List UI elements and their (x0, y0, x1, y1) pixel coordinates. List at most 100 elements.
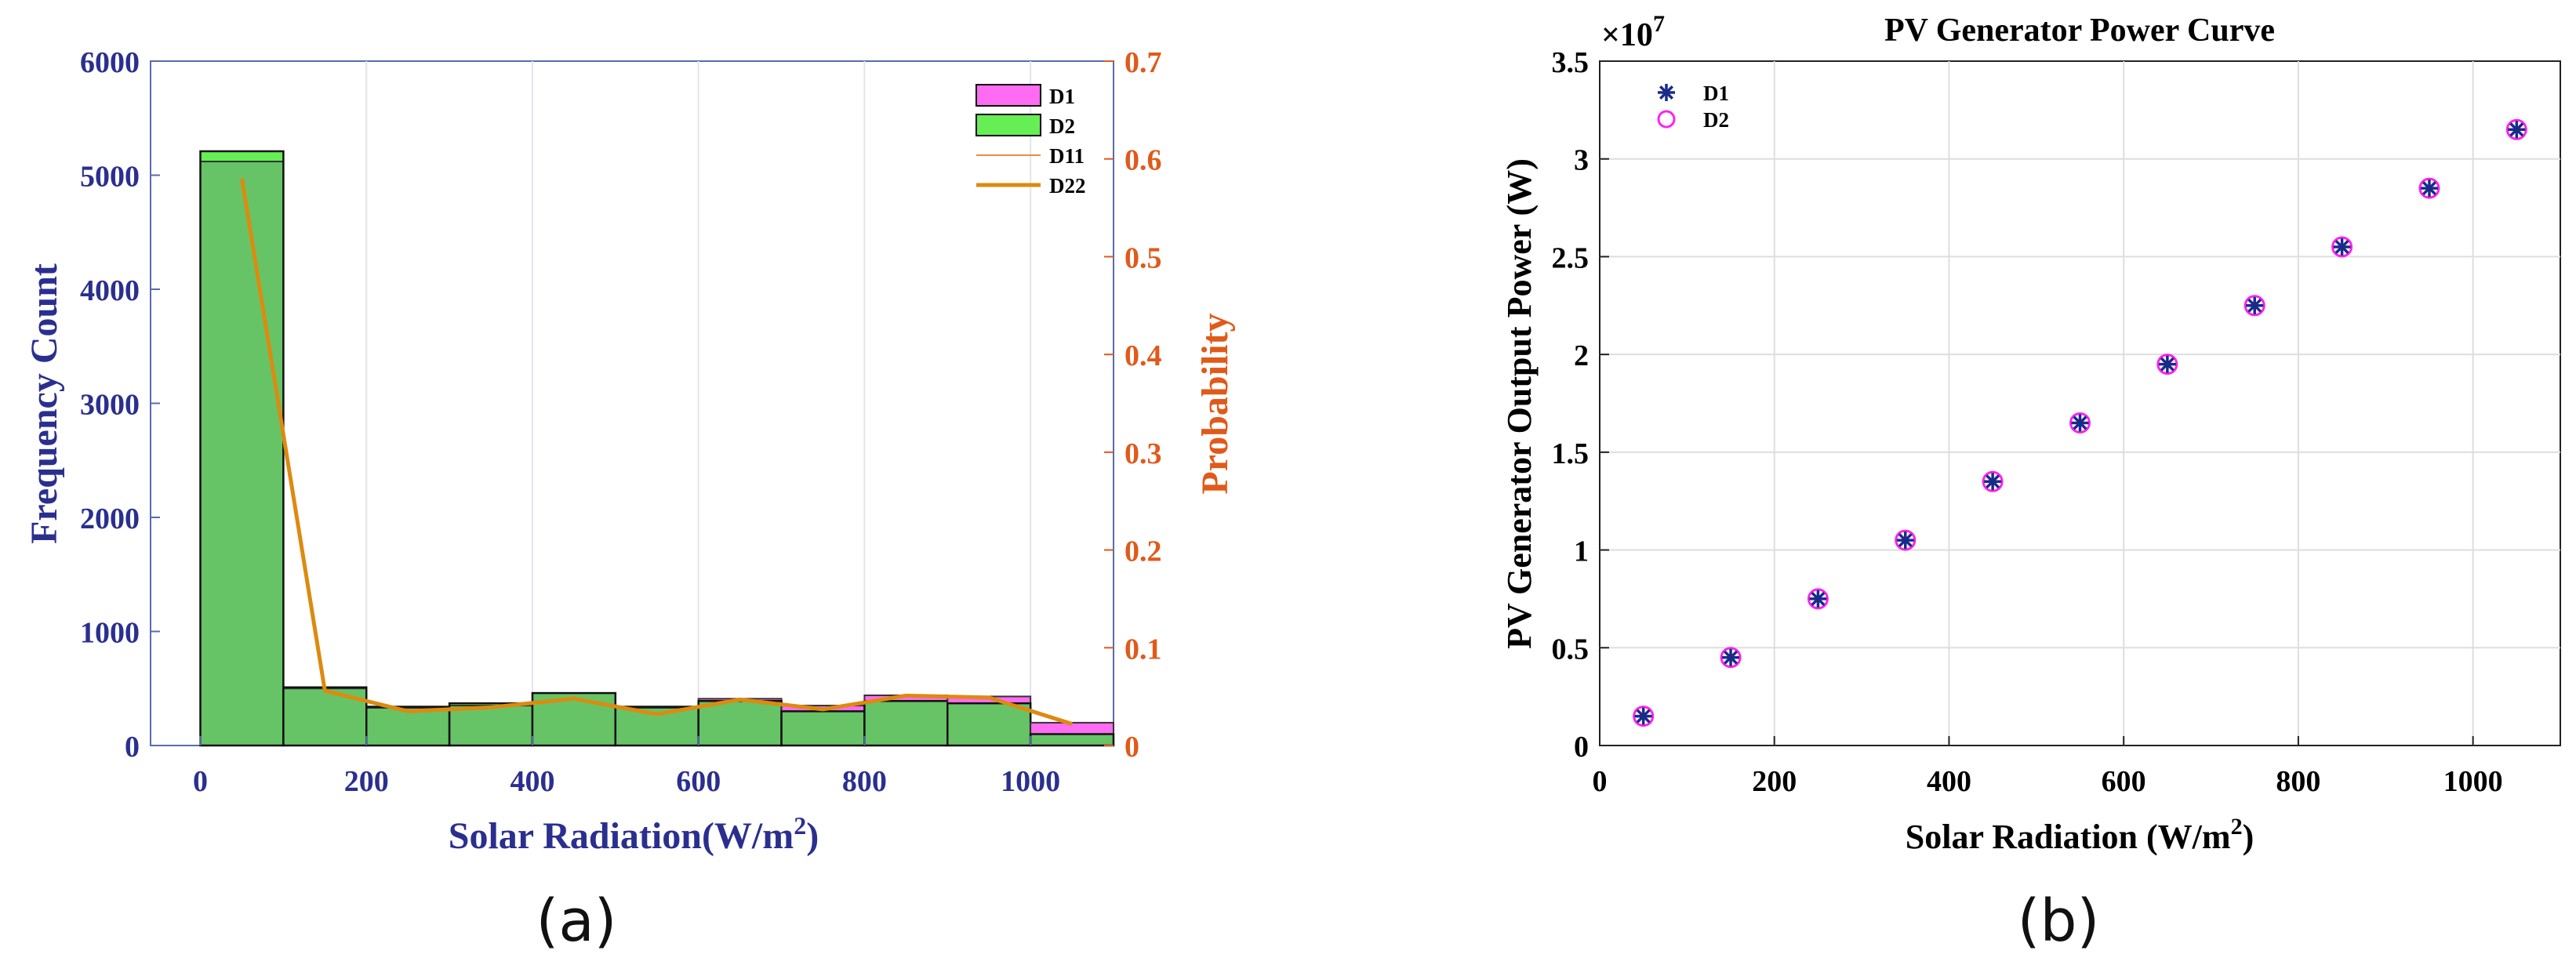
panel-a-bar-overlap (698, 701, 782, 746)
panel-b-caption: (b) (2018, 887, 2100, 955)
panel-a-grid (365, 61, 1032, 746)
panel-b-point-d1 (2333, 238, 2351, 256)
panel-b-xtick-label: 600 (2102, 765, 2146, 798)
panel-a-ytick-label: 4000 (80, 274, 140, 307)
panel-a-bar-overlap (864, 701, 948, 746)
panel-b-ytick-label: 3.5 (1552, 46, 1590, 79)
panel-b-point-d1-stroke (2073, 415, 2087, 430)
panel-a-xtick-label: 800 (842, 765, 887, 798)
panel-b-ytick-label: 0 (1574, 731, 1589, 764)
panel-b-point-d1 (1896, 531, 1914, 550)
panel-b-ytick-label: 2 (1574, 339, 1589, 372)
panel-a-ytick-label: 6000 (80, 46, 140, 79)
panel-b-xlabel-close: ) (2243, 818, 2254, 856)
panel-a-xtick-label: 200 (344, 765, 389, 798)
panel-a-line-d22 (239, 178, 1073, 726)
panel-b-plot-area (1599, 60, 2561, 746)
panel-a-y2label: Probability (1194, 313, 1236, 494)
panel-b-title: PV Generator Power Curve (1884, 13, 2275, 49)
panel-a-xlabel-main: Solar Radiation(W/m (449, 815, 794, 857)
panel-a-xtick-label: 0 (193, 765, 208, 798)
panel-a-bar-excess (200, 151, 284, 162)
panel-b-ytick-label: 0.5 (1552, 633, 1590, 666)
panel-a-bar-overlap (200, 161, 284, 746)
panel-a-bar-excess (449, 703, 532, 706)
panel-b-xlabel-main: Solar Radiation (W/m (1906, 818, 2231, 856)
panel-a-caption: (a) (536, 887, 616, 955)
panel-b-point-d2 (2069, 412, 2091, 434)
panel-b-ytick-label: 2.5 (1552, 241, 1590, 274)
panel-b-point-d1-stroke (1636, 709, 1651, 724)
panel-a-y2tick-label: 0.6 (1125, 144, 1162, 177)
panel-a-ytick-label: 2000 (80, 502, 140, 535)
panel-a-bar-excess (947, 696, 1031, 704)
panel-b-xlabel: Solar Radiation (W/m2) (1906, 814, 2254, 856)
panel-b-point-d2 (2156, 354, 2178, 375)
panel-b-xtick-label: 0 (1593, 765, 1608, 798)
panel-b-ylabel: PV Generator Output Power (W) (1500, 158, 1539, 649)
panel-a-ylabel: Frequency Count (24, 263, 65, 544)
legend-d1-label: D1 (1049, 85, 1075, 108)
legend-d2-marker (1657, 110, 1676, 129)
panel-a-bar-overlap (449, 706, 532, 746)
panel-a-bar-excess (1030, 722, 1114, 735)
panel-b-point-d1-stroke (2334, 239, 2349, 254)
panel-b-points (1633, 118, 2527, 727)
panel-a-y2tick-label: 0.7 (1125, 46, 1162, 79)
panel-b-point-d1 (2508, 121, 2526, 139)
legend-d11-label: D11 (1049, 144, 1085, 168)
panel-b-xlabel-sup: 2 (2231, 814, 2243, 840)
panel-a-ticks: 0 200 400 600 800 1000 0 1000 2000 3000 4000 5000 60… (80, 46, 1162, 798)
legend-d1-asterisk (1658, 84, 1675, 101)
panel-b-point-d1 (1984, 473, 2002, 491)
panel-b-ytick-label: 1.5 (1552, 437, 1590, 470)
panel-b-ytick-label: 3 (1574, 144, 1589, 177)
panel-a-y2tick-label: 0.4 (1125, 339, 1162, 372)
panel-a-xlabel-sup: 2 (794, 811, 806, 840)
panel-b-point-d2 (2244, 295, 2265, 317)
panel-b-point-d2 (1633, 706, 1655, 727)
panel-b-legend: D1 D2 (1657, 82, 1729, 132)
panel-b-point-d1-stroke (2160, 357, 2175, 372)
panel-b-xtick-label: 800 (2276, 765, 2320, 798)
panel-b-exponent-power: 7 (1653, 11, 1665, 37)
panel-b-grid (1600, 61, 2560, 746)
panel-b-exponent: ×107 (1601, 11, 1665, 53)
panel-a-bar-overlap (1030, 734, 1114, 746)
panel-b-point-d1 (1634, 707, 1652, 725)
panel-b-point-d1 (1722, 648, 1740, 666)
panel-a-xtick-label: 400 (510, 765, 554, 798)
legend-d22-label: D22 (1049, 174, 1086, 198)
legend-d2-label: D2 (1049, 114, 1075, 138)
panel-a-bar-overlap (781, 711, 865, 746)
panel-a-xtick-label: 600 (676, 765, 721, 798)
panel-a-bar-d2 (199, 150, 285, 747)
panel-a-probability-lines (239, 178, 1073, 726)
panel-b-point-d1 (2071, 414, 2089, 432)
panel-a-bar-overlap (366, 707, 450, 746)
legend-d2-label: D2 (1703, 108, 1729, 132)
panel-a-y2tick-label: 0.5 (1125, 241, 1162, 274)
panel-a-plot-area (150, 60, 1114, 746)
panel-b-point-d2 (1895, 529, 1917, 551)
legend-d1-marker (1658, 84, 1675, 101)
panel-a-y2tick-label: 0.2 (1125, 535, 1162, 568)
panel-b-point-d1 (2246, 296, 2264, 314)
panel-a-ytick-label: 3000 (80, 389, 140, 422)
panel-a-ytick-label: 1000 (80, 617, 140, 650)
panel-b-point-d1-stroke (2509, 122, 2524, 137)
panel-a-bar-overlap (947, 703, 1031, 746)
panel-b-point-d1-stroke (1811, 591, 1826, 606)
panel-b-point-d1-stroke (1986, 474, 2000, 489)
panel-a-bar-excess (864, 695, 948, 702)
panel-a-xlabel: Solar Radiation(W/m2) (449, 811, 819, 857)
legend-d1-label: D1 (1703, 82, 1729, 105)
panel-b-point-d1 (1809, 590, 1827, 608)
panel-a-y2tick-label: 0.1 (1125, 633, 1162, 666)
panel-a: 0 200 400 600 800 1000 0 1000 2000 3000 4000 5000 60… (24, 46, 1236, 955)
panel-b-point-d2 (1807, 588, 1829, 610)
panel-b: 0 200 400 600 800 1000 0 0.5 1 1.5 2 2.5 3 3.5 PV Gen… (1500, 11, 2561, 955)
panel-a-xlabel-close: ) (806, 815, 819, 857)
panel-a-y2tick-label: 0.3 (1125, 437, 1162, 470)
